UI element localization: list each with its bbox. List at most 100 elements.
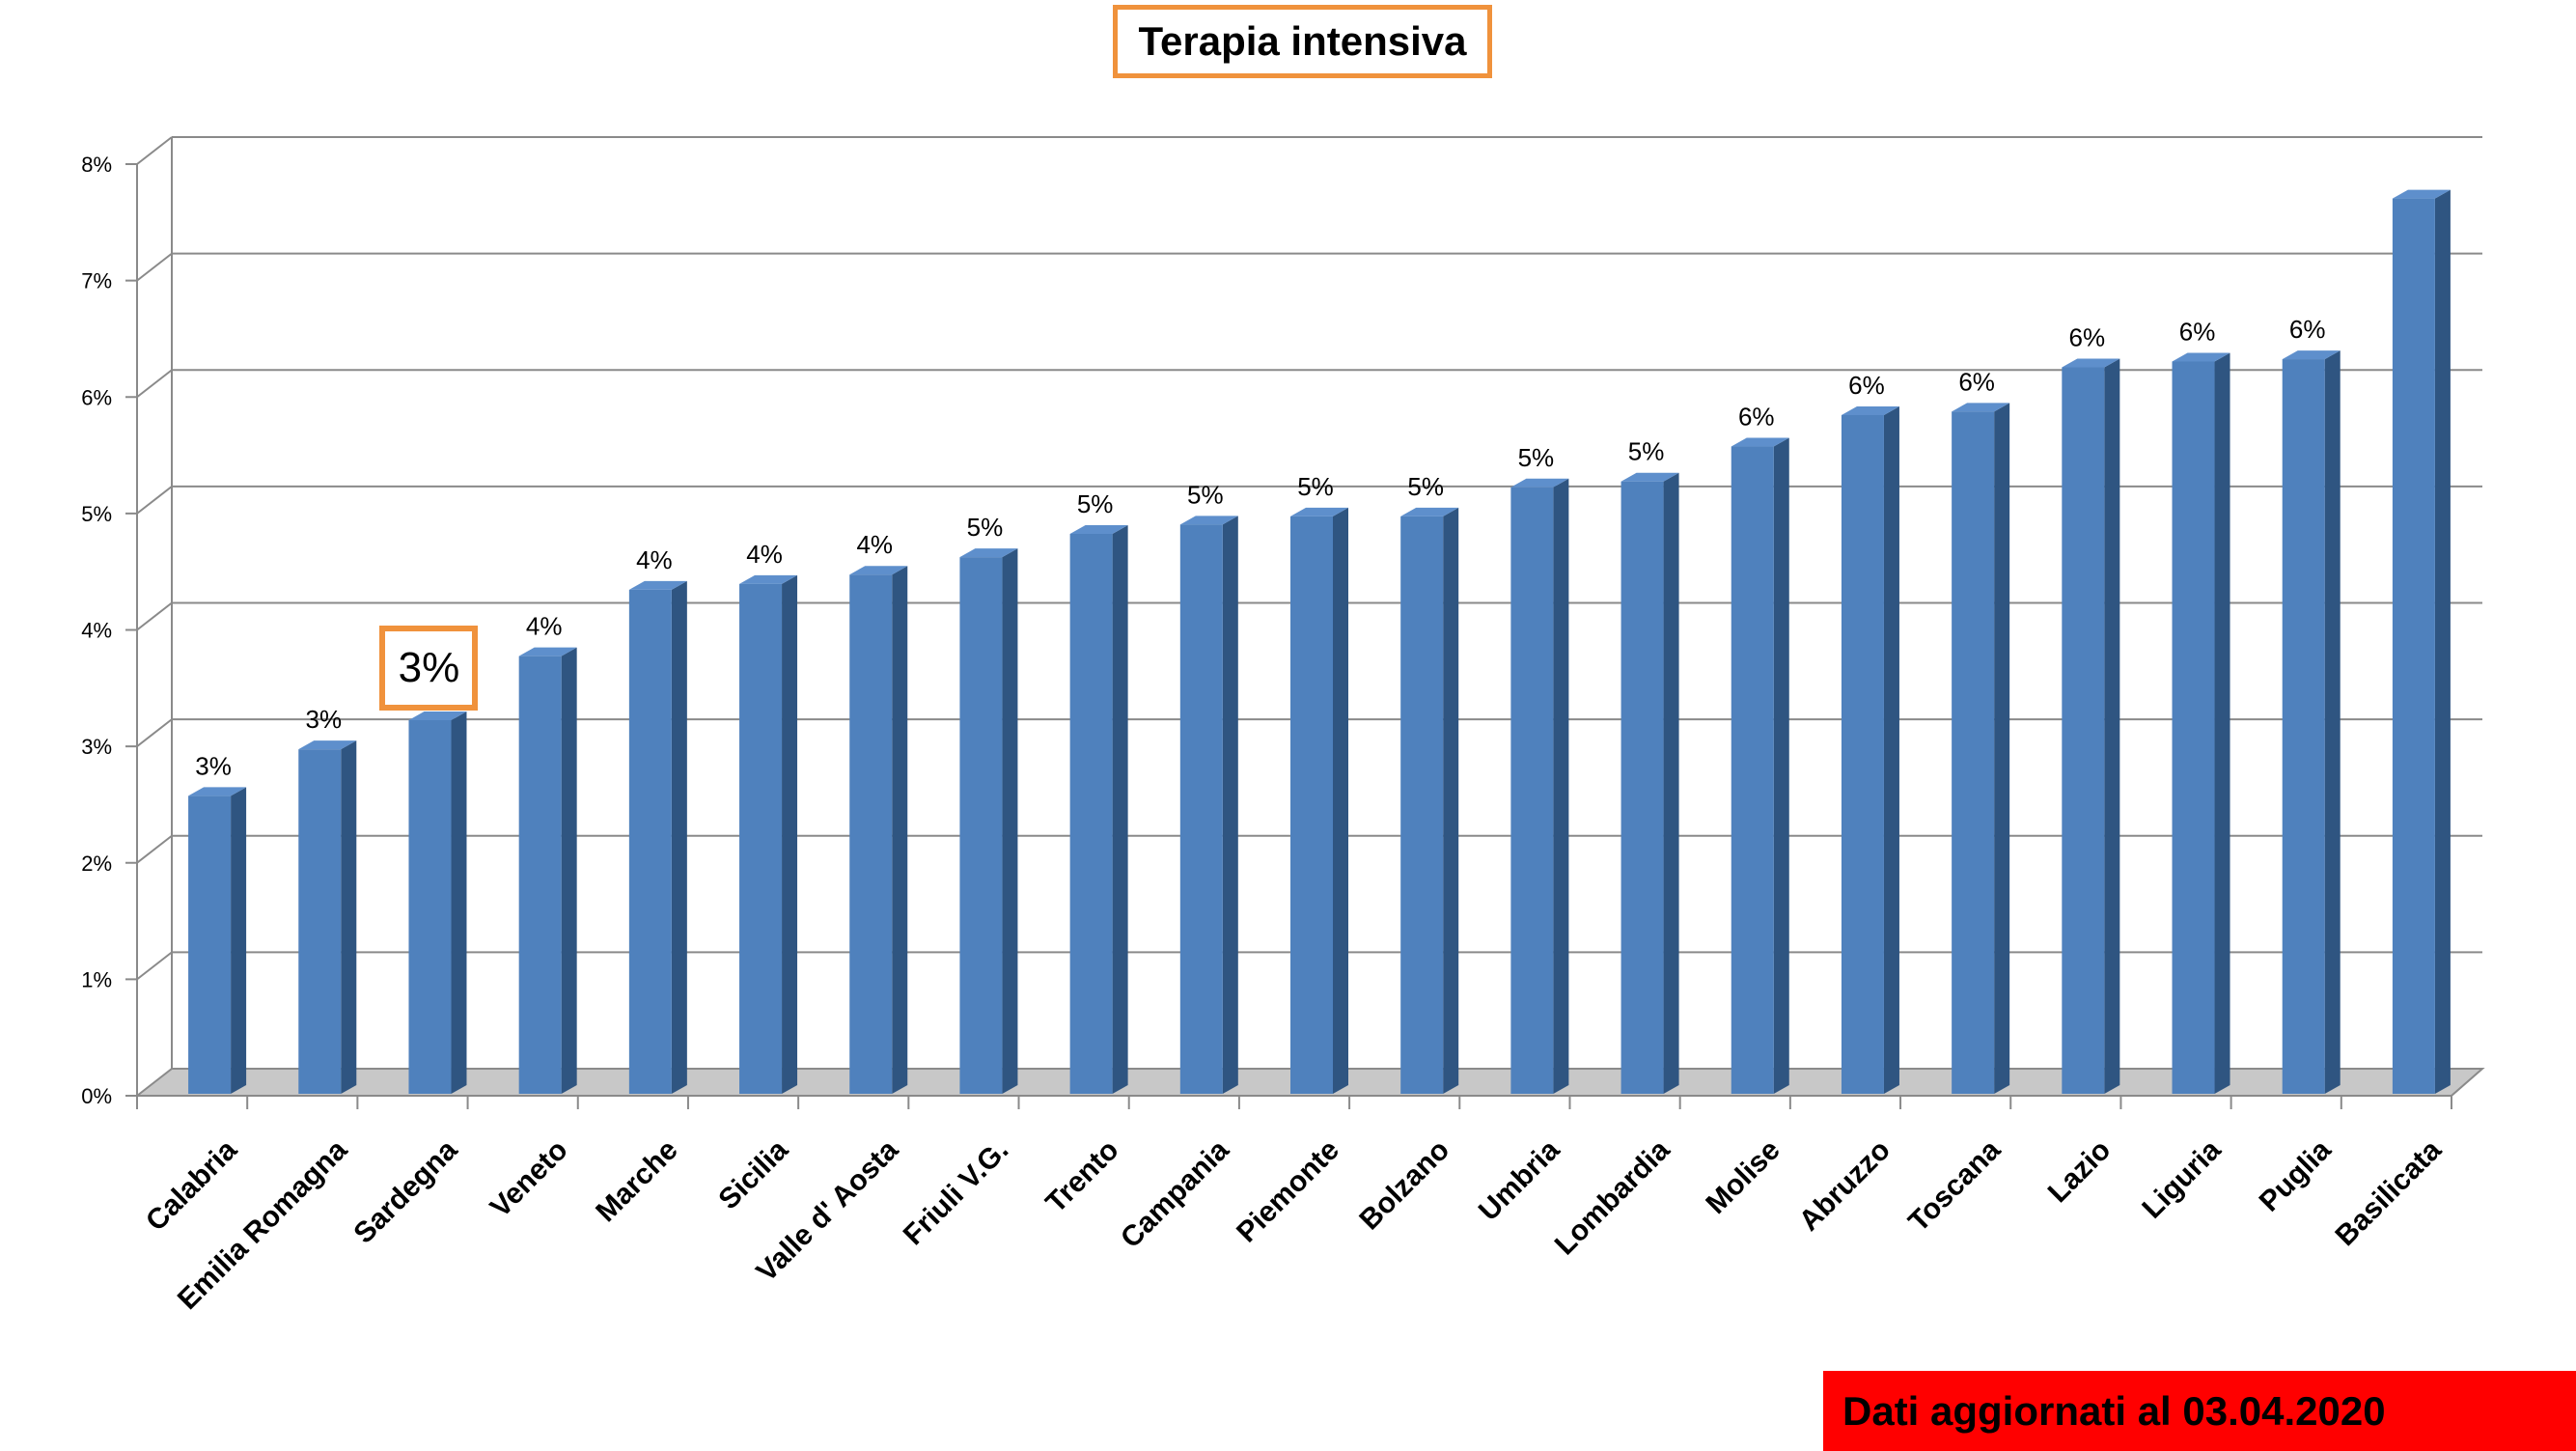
bar-toscana [1952, 411, 1995, 1094]
bar-top [2282, 350, 2341, 360]
data-label: 6% [1848, 371, 1885, 400]
data-label: 6% [1958, 367, 1995, 396]
category-label: Friuli V.G. [898, 1134, 1015, 1252]
bar-liguria [2172, 361, 2215, 1095]
bar-sardegna [408, 720, 452, 1094]
bar-side [1883, 405, 1899, 1094]
category-label: Umbria [1473, 1133, 1566, 1227]
data-label: 4% [526, 612, 563, 641]
category-label: Sardegna [347, 1133, 463, 1249]
bar-top [1952, 403, 2010, 412]
chart-title: Terapia intensiva [1113, 5, 1492, 78]
bar-side [2104, 358, 2120, 1095]
y-tick-label: 1% [81, 967, 112, 991]
bar-basilicata [2392, 198, 2435, 1095]
bar-top [739, 574, 798, 584]
highlight-label-box: 3% [379, 626, 479, 711]
bar-side [1112, 525, 1128, 1094]
bar-side [1663, 472, 1679, 1094]
bar-bolzano [1400, 516, 1444, 1094]
bar-top [1620, 472, 1679, 482]
gridline-depth [136, 369, 173, 399]
y-tick-label: 8% [81, 153, 112, 177]
data-label: 5% [1407, 472, 1444, 501]
category-label: Basilicata [2329, 1133, 2448, 1252]
category-label: Piemonte [1231, 1134, 1345, 1249]
bar-side [561, 647, 577, 1094]
category-label: Calabria [140, 1133, 243, 1237]
category-label: Puglia [2254, 1133, 2338, 1217]
data-label: 6% [2069, 323, 2106, 352]
bar-campania [1179, 524, 1223, 1094]
data-label: 6% [1738, 403, 1775, 432]
gridline-depth [136, 834, 173, 864]
category-label: Campania [1115, 1133, 1235, 1254]
bar-top [298, 740, 357, 750]
data-label: 4% [636, 545, 673, 574]
bar-side [1333, 507, 1348, 1094]
bar-emilia-romagna [298, 749, 342, 1094]
gridline-depth [136, 252, 173, 282]
data-label: 5% [1628, 437, 1665, 466]
category-label: Molise [1700, 1134, 1786, 1220]
category-label: Liguria [2136, 1133, 2227, 1224]
bar-top [1510, 478, 1569, 488]
category-label: Abruzzo [1793, 1134, 1897, 1238]
y-tick-label: 7% [81, 269, 112, 293]
gridline-depth [136, 718, 173, 747]
y-tick-label: 5% [81, 502, 112, 526]
category-label: Lazio [2042, 1134, 2118, 1210]
bar-trento [1069, 534, 1113, 1094]
bar-side [1994, 403, 2010, 1094]
bar-top [408, 712, 467, 720]
y-tick-label: 0% [81, 1084, 112, 1108]
y-tick-label: 3% [81, 735, 112, 759]
bar-top [1179, 516, 1238, 525]
bar-top [2392, 189, 2451, 199]
bar-side [1002, 548, 1018, 1094]
bar-sicilia [739, 583, 783, 1094]
bar-side [1553, 478, 1569, 1094]
bar-calabria [188, 795, 232, 1094]
gridline-depth [136, 136, 173, 165]
bar-side [231, 787, 247, 1094]
category-label: Trento [1039, 1134, 1124, 1219]
bar-molise [1731, 446, 1774, 1094]
category-label: Sicilia [712, 1133, 794, 1215]
gridline-depth [136, 951, 173, 981]
bar-top [2062, 358, 2120, 368]
bar-piemonte [1290, 516, 1333, 1094]
bar-lombardia [1620, 481, 1664, 1094]
bar-side [2434, 189, 2451, 1095]
bar-top [2172, 352, 2230, 362]
bar-top [1841, 405, 1899, 415]
bar-top [849, 566, 908, 575]
bar-marche [628, 589, 672, 1094]
data-label: 5% [1518, 443, 1555, 472]
bar-top [188, 787, 247, 796]
bar-side [782, 574, 798, 1094]
bar-top [1290, 507, 1348, 516]
bar-top [1069, 525, 1128, 534]
bar-top [1731, 437, 1789, 447]
bar-side [341, 740, 357, 1094]
bar-friuli-v-g- [959, 557, 1003, 1094]
y-tick-label: 6% [81, 385, 112, 409]
bar-side [1443, 507, 1459, 1094]
bar-side [2324, 350, 2341, 1094]
bar-umbria [1510, 487, 1554, 1094]
bar-side [1222, 516, 1238, 1094]
bar-veneto [518, 656, 562, 1094]
data-label: 3% [305, 705, 342, 734]
data-label: 5% [1187, 480, 1224, 509]
gridline-depth [136, 486, 173, 515]
data-label: 5% [967, 513, 1004, 542]
y-tick-label: 2% [81, 851, 112, 876]
bar-top [628, 580, 687, 590]
data-label: 3% [195, 751, 232, 780]
data-label: 5% [1297, 472, 1334, 501]
bar-top [959, 548, 1018, 558]
category-label: Marche [590, 1134, 684, 1229]
gridline-depth [136, 601, 173, 631]
data-label: 4% [746, 540, 783, 569]
